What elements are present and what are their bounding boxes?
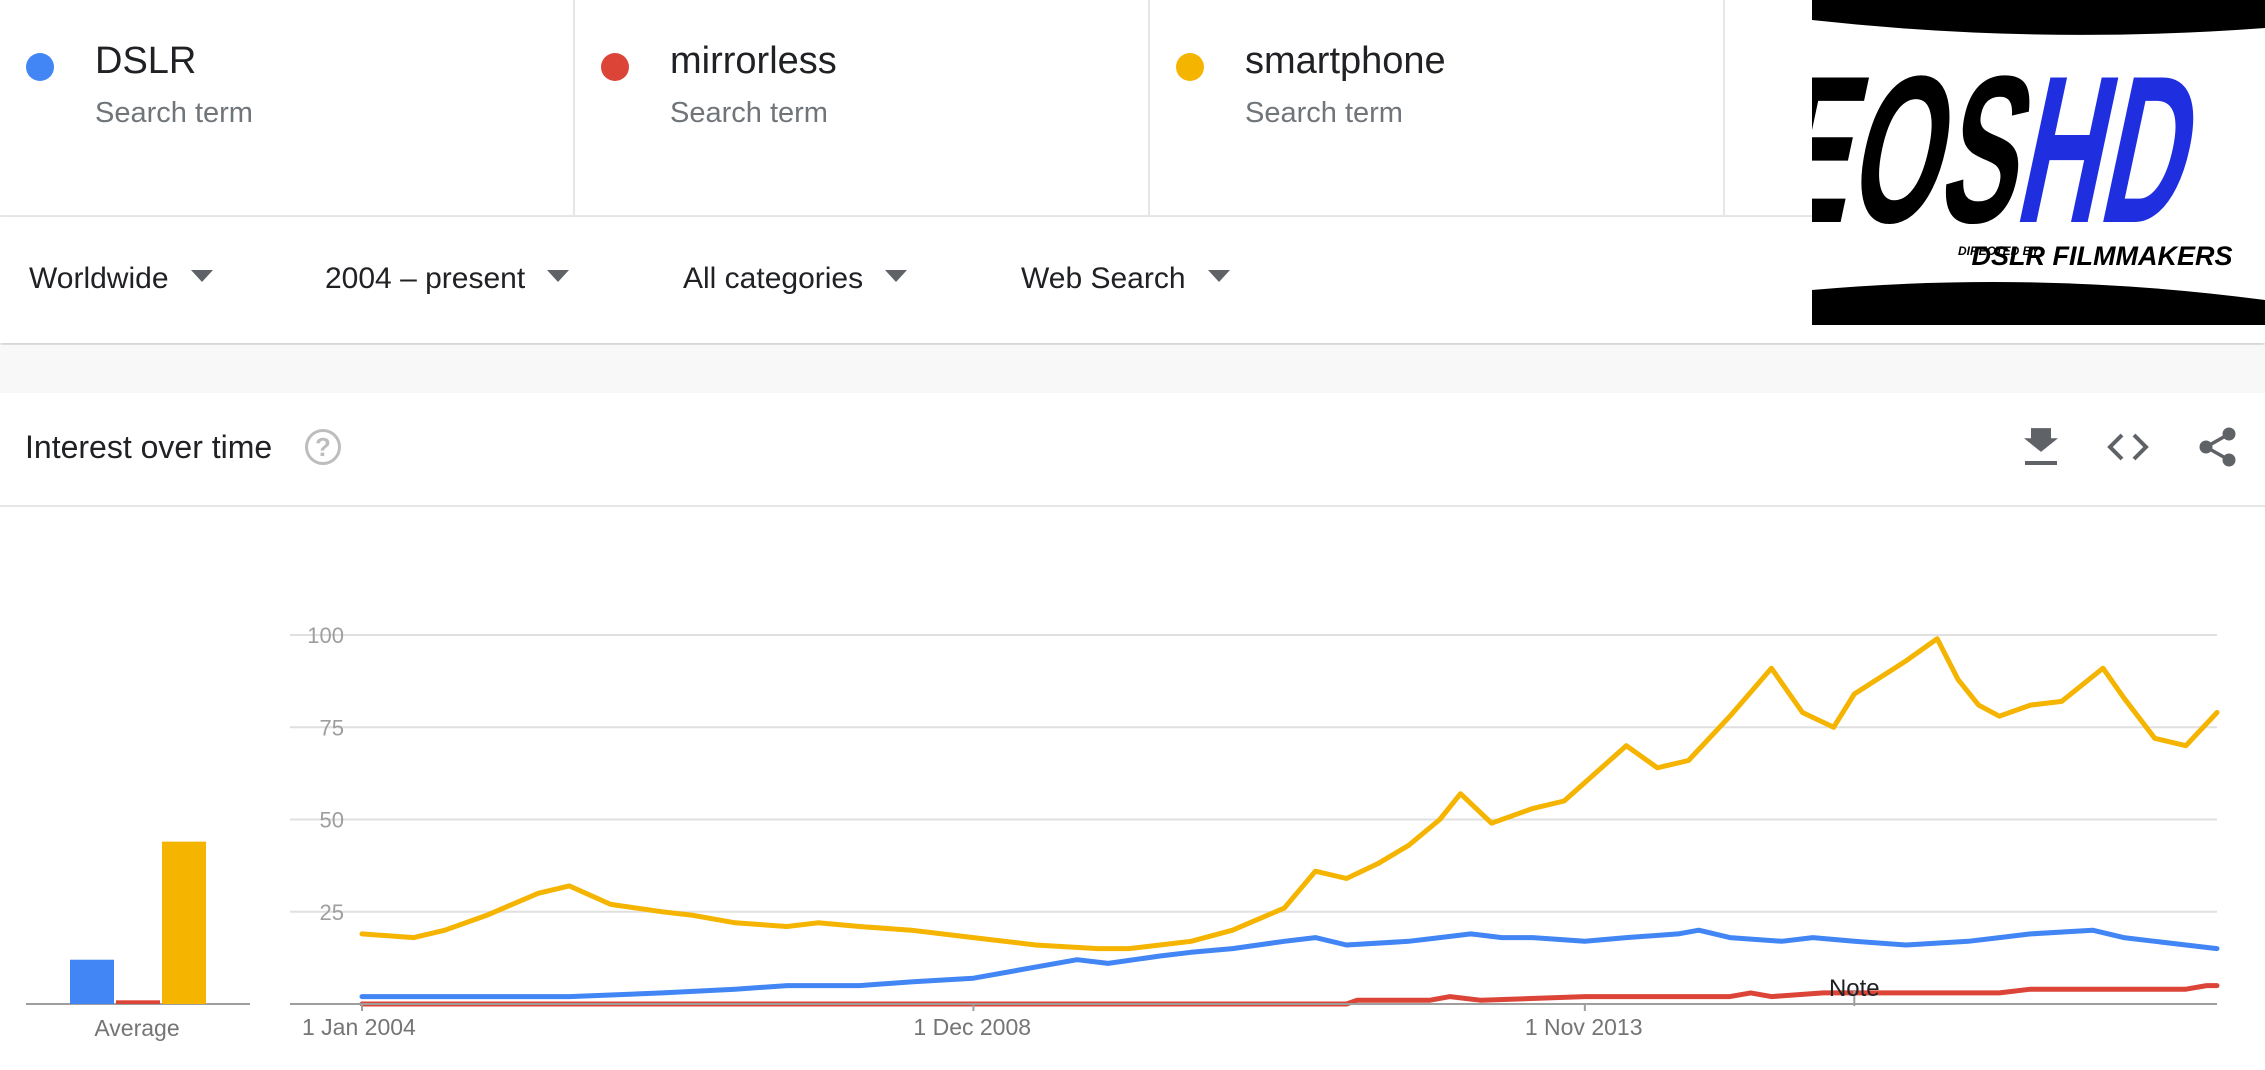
- search-type-dropdown[interactable]: Web Search: [1021, 262, 1230, 296]
- search-term-subtitle: Search term: [1245, 97, 1403, 129]
- category-dropdown-label: All categories: [683, 262, 864, 295]
- search-term-smartphone[interactable]: smartphone Search term: [1150, 0, 1725, 215]
- panel-title: Interest over time: [25, 429, 273, 465]
- interest-over-time-header: Interest over time ?: [0, 393, 2265, 507]
- x-tick-label: 1 Jan 2004: [302, 1014, 416, 1040]
- section-spacer: [0, 345, 2265, 393]
- x-tick-label: 1 Dec 2008: [913, 1014, 1031, 1040]
- average-bar-dslr[interactable]: [70, 959, 114, 1004]
- series-color-dot: [601, 53, 629, 81]
- chart-series: [359, 636, 2220, 1007]
- search-term-name: DSLR: [95, 40, 197, 82]
- average-label: Average: [94, 1015, 179, 1041]
- y-tick-label: 50: [320, 808, 344, 833]
- search-term-mirrorless[interactable]: mirrorless Search term: [575, 0, 1150, 215]
- search-term-name: mirrorless: [670, 40, 837, 82]
- category-dropdown[interactable]: All categories: [683, 262, 908, 296]
- average-bar-mirrorless[interactable]: [116, 1000, 160, 1004]
- y-tick-label: 25: [320, 900, 344, 925]
- eoshd-logo-graphic: EOS HD DIRECTED BY DSLR FILMMAKERS: [1812, 0, 2265, 325]
- average-bar-smartphone[interactable]: [162, 841, 206, 1004]
- logo-tagline-small: DIRECTED BY: [1958, 244, 2040, 258]
- region-dropdown[interactable]: Worldwide: [29, 262, 213, 296]
- y-tick-label: 100: [307, 623, 344, 648]
- series-line-smartphone[interactable]: [359, 636, 2220, 952]
- caret-down-icon: [547, 270, 570, 282]
- series-color-dot: [1176, 53, 1204, 81]
- logo-tagline: DSLR FILMMAKERS: [1972, 241, 2233, 271]
- search-terms-bar: DSLR Search term mirrorless Search term …: [0, 0, 1812, 217]
- help-icon[interactable]: ?: [305, 429, 341, 465]
- caret-down-icon: [885, 270, 908, 282]
- share-icon[interactable]: [2196, 425, 2240, 469]
- y-tick-label: 75: [320, 715, 344, 740]
- caret-down-icon: [1207, 270, 1230, 282]
- download-icon[interactable]: [2019, 425, 2063, 469]
- embed-code-icon[interactable]: [2106, 425, 2150, 469]
- time-range-dropdown[interactable]: 2004 – present: [325, 262, 570, 296]
- series-color-dot: [26, 53, 54, 81]
- time-range-dropdown-label: 2004 – present: [325, 262, 526, 295]
- series-line-mirrorless[interactable]: [359, 983, 2220, 1007]
- annotation-note-label[interactable]: Note: [1829, 975, 1880, 1002]
- chart-axes: 25 50 75 100 1 Jan 2004 1 Dec 2008 1 Nov 2013 N…: [290, 623, 2217, 1040]
- series-line-dslr[interactable]: [359, 927, 2220, 1000]
- search-type-dropdown-label: Web Search: [1021, 262, 1186, 295]
- region-dropdown-label: Worldwide: [29, 262, 169, 295]
- eoshd-logo: EOS HD DIRECTED BY DSLR FILMMAKERS: [1812, 0, 2265, 325]
- search-term-name: smartphone: [1245, 40, 1446, 82]
- search-term-subtitle: Search term: [670, 97, 828, 129]
- caret-down-icon: [190, 270, 213, 282]
- interest-over-time-chart: Average 25 50 75 100 1 Jan 2004 1 Dec 2008 1 N…: [26, 623, 2220, 1041]
- chart-gridlines: [290, 634, 2217, 913]
- search-term-dslr[interactable]: DSLR Search term: [0, 0, 575, 215]
- search-term-subtitle: Search term: [95, 97, 253, 129]
- average-bars: Average: [26, 841, 250, 1041]
- x-tick-label: 1 Nov 2013: [1525, 1014, 1643, 1040]
